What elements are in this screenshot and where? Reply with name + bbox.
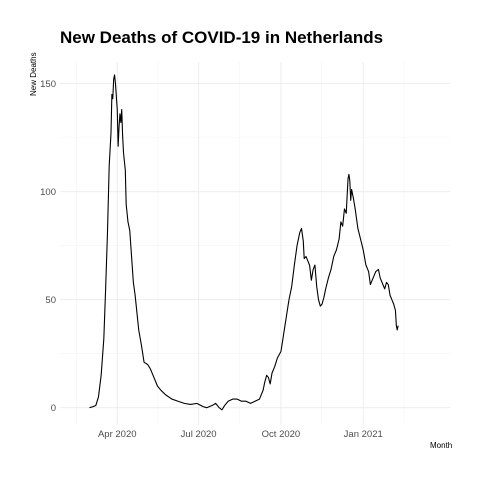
x-axis-ticks: Apr 2020 Jul 2020 Oct 2020 Jan 2021 [98,429,383,440]
x-tick-label: Jul 2020 [181,429,217,440]
x-axis-label: Month [430,441,452,450]
y-tick-label: 0 [51,403,56,414]
minor-gridlines [60,62,450,425]
major-gridlines [60,62,450,425]
y-tick-label: 150 [40,79,56,90]
x-tick-label: Apr 2020 [98,429,137,440]
chart-title: New Deaths of COVID-19 in Netherlands [60,28,383,47]
x-tick-label: Jan 2021 [344,429,383,440]
series-line [89,74,399,411]
x-tick-label: Oct 2020 [262,429,301,440]
y-tick-label: 50 [45,295,56,306]
y-tick-label: 100 [40,187,56,198]
y-axis-label: New Deaths [29,52,38,96]
y-axis-ticks: 0 50 100 150 [40,79,56,414]
